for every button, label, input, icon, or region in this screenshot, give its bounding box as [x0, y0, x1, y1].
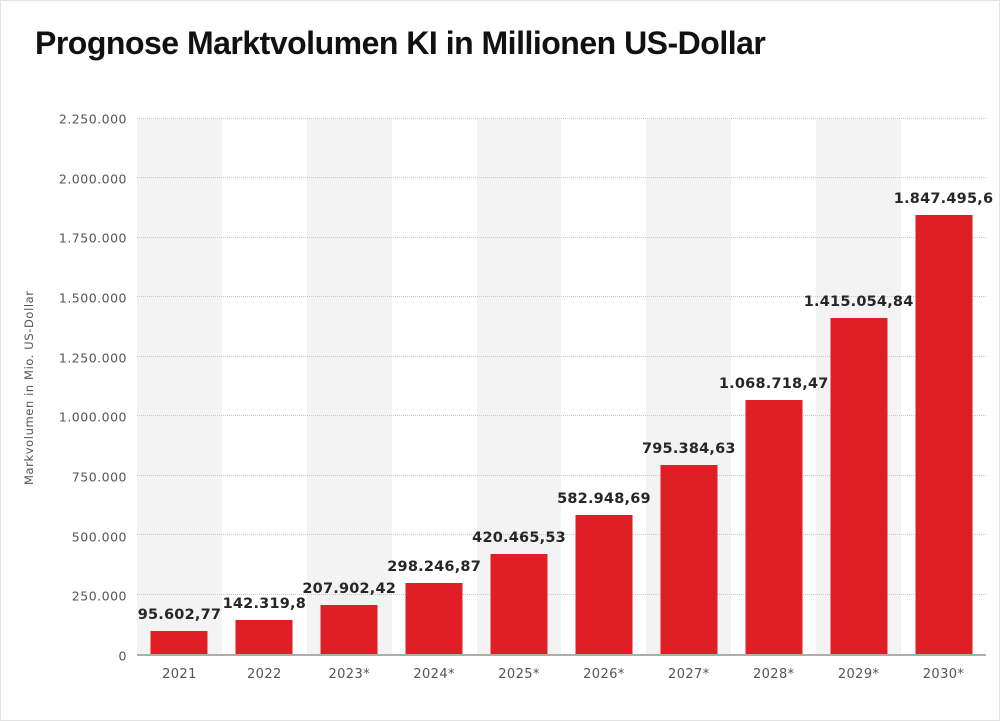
- chart-column: 95.602,77 2021: [137, 119, 222, 682]
- gridline: [137, 415, 986, 417]
- gridline: [137, 534, 986, 536]
- gridline: [137, 474, 986, 476]
- x-tick-label: 2027*: [668, 667, 710, 682]
- x-tick-label: 2026*: [583, 667, 625, 682]
- gridline: [137, 118, 986, 119]
- x-tick-label: 2028*: [752, 667, 795, 682]
- background-band: [306, 119, 392, 654]
- y-tick-label: 500.000: [71, 529, 127, 545]
- x-tick-label: 2023*: [328, 667, 371, 682]
- gridline: [137, 593, 986, 595]
- bar-value-label: 795.384,63: [641, 440, 736, 457]
- background-band: [222, 119, 307, 654]
- bar-2025[interactable]: [490, 554, 548, 654]
- chart-column: 1.068.718,47 2028*: [719, 119, 829, 682]
- chart-column: 142.319,8 2022: [222, 119, 307, 682]
- chart-column: 1.847.495,6 2030*: [894, 119, 993, 682]
- bar-2022[interactable]: [235, 620, 293, 654]
- background-band: [137, 119, 222, 654]
- x-tick-label: 2029*: [837, 667, 880, 682]
- bar-value-label: 1.847.495,6: [893, 190, 994, 207]
- y-tick-label: 1.500.000: [58, 290, 127, 306]
- chart-title: Prognose Marktvolumen KI in Millionen US…: [35, 25, 766, 61]
- bar-2021[interactable]: [150, 631, 208, 654]
- y-tick-label: 0: [118, 648, 127, 664]
- bar-2028[interactable]: [745, 399, 803, 654]
- x-tick-label: 2024*: [413, 667, 455, 682]
- chart-column: 1.415.054,84 2029*: [804, 119, 913, 682]
- y-tick-label: 2.000.000: [58, 171, 127, 187]
- bar-2024[interactable]: [405, 583, 463, 654]
- bar-2023[interactable]: [320, 604, 378, 654]
- chart-column: 795.384,63 2027*: [642, 119, 735, 682]
- y-tick-label: 2.250.000: [58, 111, 127, 127]
- bar-value-label: 298.246,87: [387, 559, 481, 576]
- bar-value-label: 582.948,69: [557, 491, 651, 508]
- plot-area: 95.602,77 2021 142.319,8 2022 207.902,42 2023…: [137, 118, 993, 682]
- y-tick-label: 250.000: [71, 588, 127, 604]
- chart-column: 582.948,69 2026*: [557, 119, 651, 682]
- x-tick-label: 2025*: [498, 667, 540, 682]
- y-axis-ticks: 0 250.000 500.000 750.000 1.000.000 1.250.000…: [1, 112, 127, 664]
- chart-column: 298.246,87 2024*: [387, 119, 481, 682]
- bar-2030[interactable]: [915, 214, 973, 654]
- x-tick-label: 2030*: [922, 667, 965, 682]
- y-tick-label: 1.250.000: [58, 350, 127, 366]
- gridline: [137, 296, 986, 298]
- bar-value-label: 95.602,77: [137, 607, 222, 624]
- chart-column: 207.902,42 2023*: [302, 119, 396, 682]
- bar-value-label: 420.465,53: [472, 530, 566, 547]
- y-tick-label: 1.000.000: [58, 409, 127, 425]
- y-tick-label: 1.750.000: [58, 230, 127, 246]
- bar-2026[interactable]: [575, 515, 633, 654]
- bar-value-label: 142.319,8: [222, 596, 307, 613]
- x-tick-label: 2022: [246, 667, 282, 682]
- gridline: [137, 177, 986, 179]
- gridline: [137, 236, 986, 238]
- bar-value-label: 1.415.054,84: [803, 293, 914, 310]
- bar-2027[interactable]: [660, 464, 718, 654]
- x-tick-label: 2021: [162, 667, 197, 682]
- chart-column: 420.465,53 2025*: [472, 119, 566, 682]
- bar-2029[interactable]: [830, 317, 888, 654]
- bar-value-label: 207.902,42: [302, 580, 397, 597]
- bar-value-label: 1.068.718,47: [718, 375, 829, 392]
- y-tick-label: 750.000: [71, 469, 127, 485]
- gridline: [137, 355, 986, 357]
